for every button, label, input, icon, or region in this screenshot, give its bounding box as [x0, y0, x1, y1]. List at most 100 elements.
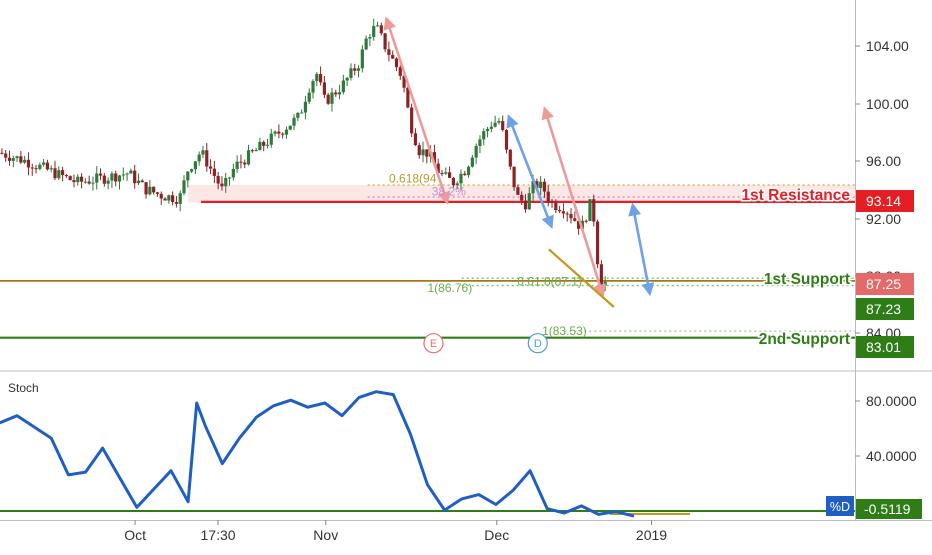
candle-body [0, 152, 4, 154]
projection-arrow-blue [628, 202, 655, 297]
time-tick-label: 17:30 [201, 527, 236, 543]
candle-body [542, 181, 547, 192]
candle-body [565, 213, 569, 215]
time-tick-label: Nov [313, 527, 338, 543]
price-tick-label: 96.00 [866, 153, 901, 169]
candle-body [243, 162, 247, 165]
candle-body [49, 168, 53, 170]
candle-body [152, 186, 156, 193]
candle-body [281, 133, 285, 135]
time-tick-label: Oct [124, 527, 146, 543]
candle-body [155, 192, 160, 194]
oscillator-value-label: -0.5119 [864, 501, 911, 517]
candle-body [201, 150, 205, 155]
candle-body [148, 186, 152, 195]
candle-body [425, 149, 429, 157]
candle-body [197, 154, 201, 162]
annotation-1st-support: 1st Support [764, 271, 850, 288]
candle-body [398, 67, 402, 76]
candle-body [337, 92, 342, 95]
candle-body [353, 68, 357, 71]
candle-body [178, 193, 182, 204]
candle-body [265, 144, 270, 146]
candle-body [95, 173, 99, 183]
candle-body [318, 74, 323, 83]
support1-price-badge: 87.25 [856, 273, 914, 295]
candle-body [87, 181, 91, 184]
candle-body [603, 281, 607, 286]
candle-body [421, 149, 425, 156]
candle-body [455, 183, 459, 186]
resistance-price-badge: 93.14 [856, 190, 914, 212]
candle-body [451, 177, 455, 186]
candle-body [216, 175, 220, 184]
event-marker-e-label: E [430, 338, 437, 350]
candle-body [463, 173, 467, 176]
arrows-layer [383, 16, 655, 308]
candle-body [470, 157, 474, 167]
candle-body [599, 264, 603, 286]
candle-body [482, 131, 486, 140]
candle-body [277, 131, 281, 134]
candle-body [527, 193, 531, 210]
candle-body [558, 210, 562, 212]
candle-body [19, 156, 23, 163]
candle-body [478, 139, 482, 146]
candle-body [410, 107, 414, 134]
current-price-badge: 87.23 [856, 298, 914, 320]
current-price-label: 87.23 [866, 301, 901, 317]
event-marker-d-label: D [534, 338, 542, 350]
candle-body [64, 175, 68, 177]
candle-body [79, 176, 84, 182]
candle-body [254, 150, 258, 152]
price-tick-label: 104.00 [866, 38, 909, 54]
candle-body [296, 112, 300, 118]
candle-body [493, 122, 497, 127]
candle-body [417, 145, 421, 156]
candle-body [133, 170, 137, 184]
candle-body [193, 161, 197, 170]
candle-body [546, 191, 550, 202]
candle-body [7, 157, 12, 161]
series-badge[interactable]: %D [826, 496, 854, 516]
candle-body [341, 80, 345, 93]
candle-body [125, 173, 129, 175]
candle-body [42, 162, 46, 165]
annotation-1st-resistance: 1st Resistance [741, 187, 850, 204]
price-axis: 104.00 100.00 96.00 92.00 88.00 84.00 [855, 38, 909, 341]
event-marker-d[interactable] [527, 333, 548, 354]
oscillator-axis: 80.0000 40.0000 [855, 393, 917, 464]
event-marker-e[interactable] [423, 333, 444, 354]
candle-body [106, 180, 110, 184]
price-tick-label: 92.00 [866, 211, 901, 227]
candle-body [26, 159, 31, 168]
candle-body [167, 195, 171, 201]
candle-body [512, 166, 516, 188]
candle-body [235, 161, 239, 169]
oscillator-tick-label: 80.0000 [866, 393, 917, 409]
candle-body [387, 49, 391, 55]
candle-body [501, 121, 505, 131]
candle-body [561, 211, 566, 214]
candle-body [171, 195, 175, 203]
oscillator-value-badge: -0.5119 [856, 499, 922, 519]
candle-body [520, 194, 524, 201]
support2-price-label: 83.01 [866, 339, 901, 355]
candle-body [360, 49, 364, 69]
candle-body [330, 92, 334, 104]
candle-body [205, 150, 209, 167]
candle-body [394, 58, 399, 68]
candle-body [61, 170, 65, 176]
candle-body [523, 200, 528, 210]
candle-body [303, 101, 308, 113]
candle-body [569, 214, 573, 219]
candle-body [466, 166, 471, 176]
candle-body [53, 168, 57, 179]
candle-body [38, 164, 42, 169]
oscillator-panel-bg [0, 372, 855, 520]
candle-body [539, 181, 543, 189]
fib-label: 38.2% [432, 185, 466, 199]
candle-body [516, 187, 520, 195]
candle-body [345, 77, 349, 81]
